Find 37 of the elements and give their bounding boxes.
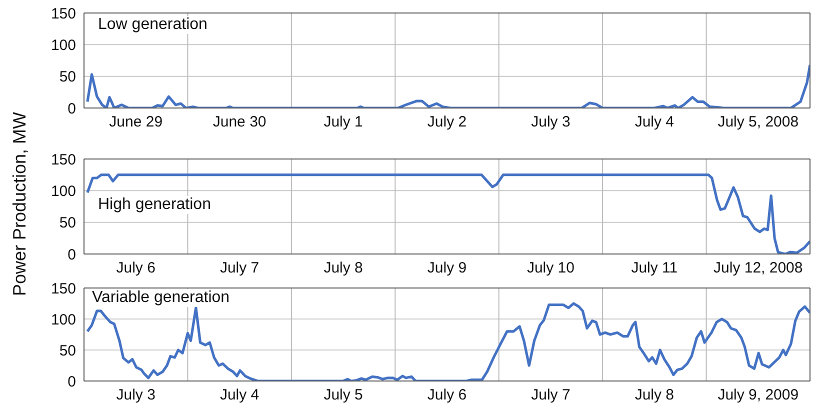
- y-tick-label: 0: [68, 373, 76, 390]
- y-tick-label: 50: [59, 214, 76, 232]
- x-tick-label: July 6: [116, 260, 156, 277]
- y-tick-label: 50: [59, 68, 76, 86]
- x-tick-label: July 3: [531, 114, 570, 131]
- x-tick-label: July 2: [427, 114, 467, 131]
- y-tick-label: 100: [50, 182, 76, 200]
- x-tick-label: July 9: [427, 260, 467, 277]
- y-tick-label: 50: [59, 342, 76, 360]
- x-tick-label: July 4: [220, 386, 260, 404]
- x-tick-label: July 9, 2009: [718, 386, 799, 404]
- x-tick-label: June 29: [109, 114, 163, 131]
- y-tick-label: 100: [50, 311, 76, 328]
- y-tick-label: 100: [50, 36, 76, 54]
- y-tick-label: 150: [50, 280, 76, 298]
- chart-title: Variable generation: [90, 289, 232, 307]
- y-tick-label: 150: [50, 151, 76, 168]
- x-tick-label: July 6: [427, 386, 467, 404]
- x-tick-label: July 8: [634, 386, 674, 404]
- y-tick-label: 150: [50, 5, 76, 22]
- x-tick-label: July 8: [324, 260, 363, 277]
- y-tick-label: 0: [68, 100, 76, 118]
- x-tick-label: July 10: [526, 260, 574, 277]
- x-tick-label: June 30: [212, 114, 266, 131]
- x-tick-label: July 5, 2008: [718, 114, 799, 131]
- x-tick-label: July 3: [116, 386, 156, 404]
- x-tick-label: July 12, 2008: [714, 260, 803, 277]
- x-tick-label: July 7: [531, 386, 570, 404]
- x-tick-label: July 11: [631, 260, 678, 277]
- x-tick-label: July 4: [634, 114, 674, 131]
- text: High generation: [96, 196, 213, 214]
- x-tick-label: July 1: [324, 114, 363, 131]
- y-axis-title: Power Production, MW: [10, 112, 30, 296]
- x-tick-label: July 5: [324, 386, 363, 404]
- x-tick-label: July 7: [220, 260, 260, 277]
- chart-title: Low generation: [96, 16, 210, 34]
- y-tick-label: 0: [68, 246, 76, 264]
